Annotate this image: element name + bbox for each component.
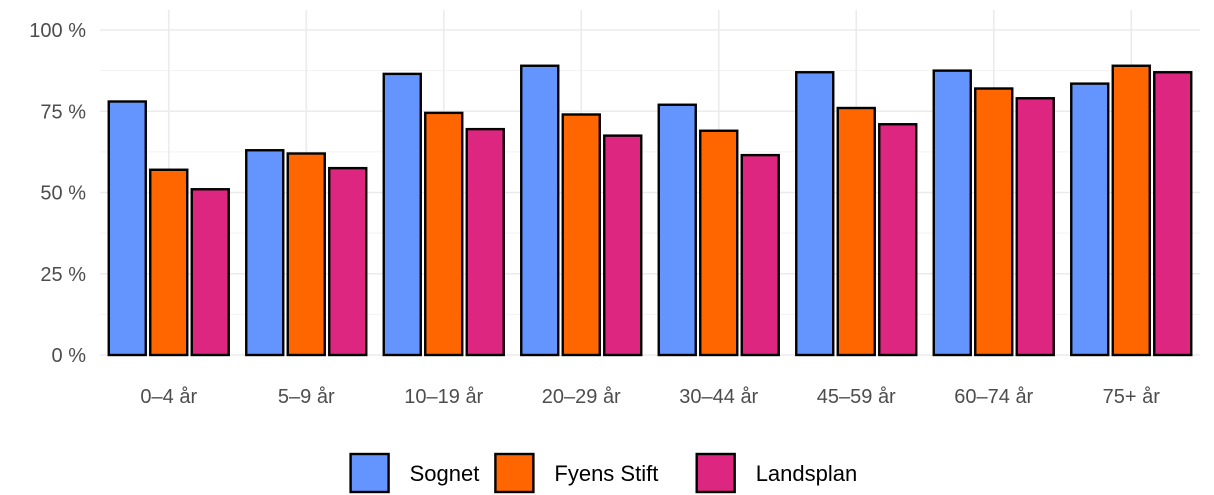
bar-fyens-stift — [836, 106, 876, 357]
bar-landsplan — [190, 188, 230, 357]
legend-label-sognet: Sognet — [410, 461, 480, 486]
x-axis: 0–4 år 5–9 år 10–19 år 20–29 år 30–44 år 45–5… — [140, 386, 1160, 408]
bar-fyens-stift — [1111, 64, 1151, 357]
bar-sognet — [245, 149, 285, 357]
bar-sognet — [107, 100, 147, 357]
legend-key-fyens-stift — [494, 452, 535, 494]
x-tick-label: 5–9 år — [278, 386, 335, 408]
bar-fyens-stift — [424, 111, 464, 357]
bar-landsplan — [878, 123, 918, 357]
legend-label-fyens-stift: Fyens Stift — [554, 461, 658, 486]
bar-fyens-stift — [149, 168, 189, 357]
y-axis: 0 % 25 % 50 % 75 % 100 % — [29, 20, 86, 367]
x-tick-label: 75+ år — [1103, 386, 1161, 408]
legend-key-sognet — [349, 452, 390, 494]
bar-fyens-stift — [286, 152, 326, 357]
bar-sognet — [795, 71, 835, 357]
y-tick-label: 75 % — [40, 101, 86, 123]
legend-label-landsplan: Landsplan — [756, 461, 858, 486]
x-tick-label: 20–29 år — [542, 386, 621, 408]
y-tick-label: 100 % — [29, 20, 86, 42]
legend: Sognet Fyens Stift Landsplan — [349, 452, 858, 494]
bar-sognet — [932, 69, 972, 357]
bar-fyens-stift — [974, 87, 1014, 357]
bar-landsplan — [1015, 97, 1055, 357]
y-tick-label: 0 % — [52, 345, 87, 367]
bar-landsplan — [328, 166, 368, 357]
bar-landsplan — [740, 153, 780, 357]
x-tick-label: 10–19 år — [404, 386, 483, 408]
y-tick-label: 25 % — [40, 264, 86, 286]
bar-fyens-stift — [699, 129, 739, 357]
bar-fyens-stift — [561, 113, 601, 357]
bar-sognet — [382, 72, 422, 357]
y-tick-label: 50 % — [40, 183, 86, 205]
bar-sognet — [1070, 82, 1110, 357]
bar-landsplan — [1153, 71, 1193, 357]
bars — [107, 64, 1193, 357]
x-tick-label: 30–44 år — [679, 386, 758, 408]
legend-key-landsplan — [695, 452, 736, 494]
x-tick-label: 0–4 år — [140, 386, 197, 408]
x-tick-label: 45–59 år — [817, 386, 896, 408]
x-tick-label: 60–74 år — [954, 386, 1033, 408]
bar-sognet — [520, 64, 560, 357]
bar-landsplan — [603, 134, 643, 357]
bar-sognet — [657, 103, 697, 357]
bar-landsplan — [465, 127, 505, 357]
